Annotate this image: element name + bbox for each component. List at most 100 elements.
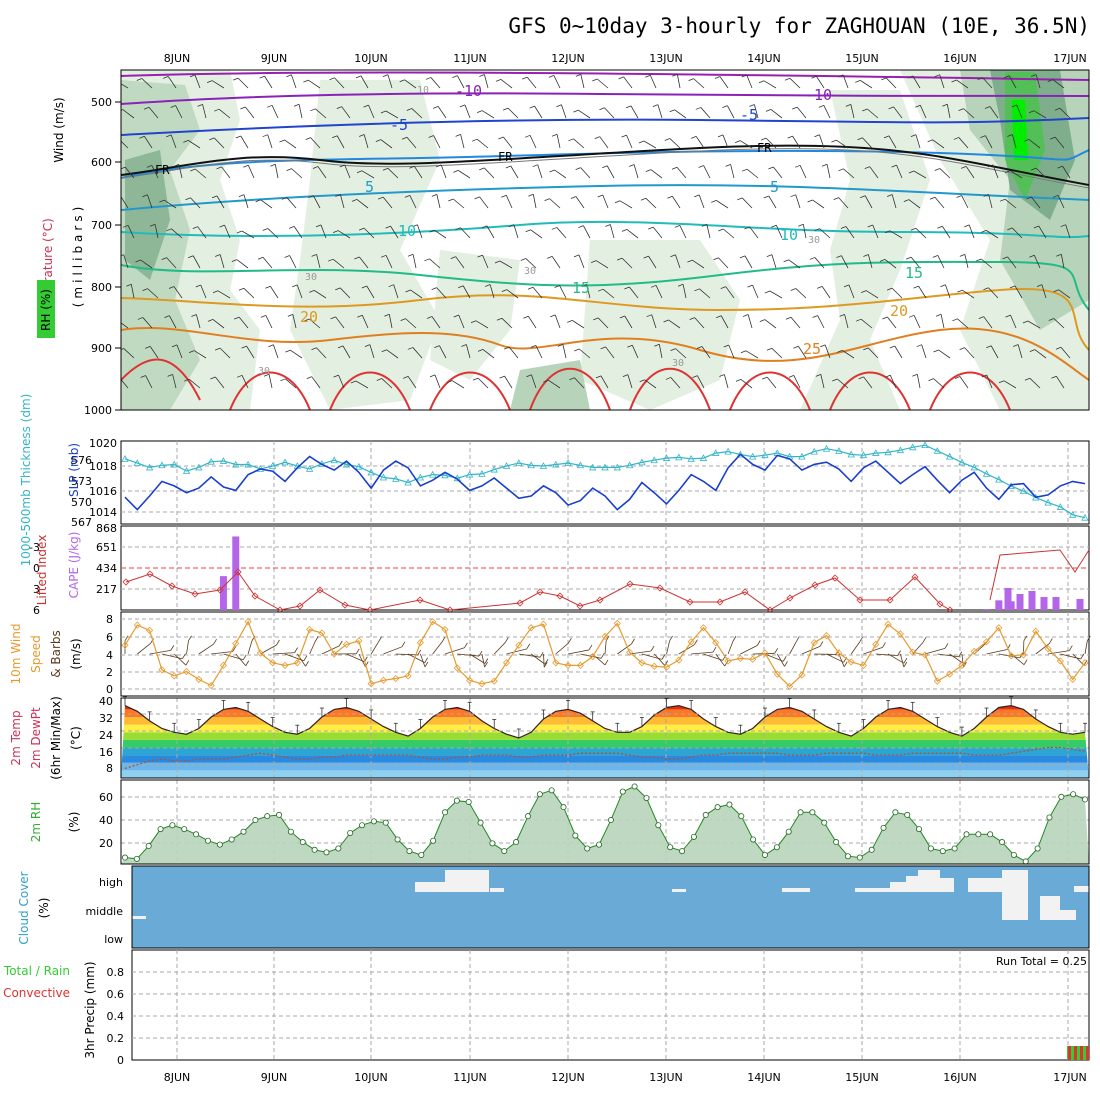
contour-label: 5 xyxy=(770,178,779,196)
wind-barb xyxy=(669,138,681,149)
wind-barb xyxy=(916,374,921,389)
wind-barb-flag xyxy=(1053,289,1059,293)
wind-barb-flag xyxy=(495,79,502,82)
wind-barb xyxy=(381,378,393,389)
wind-barb-flag xyxy=(257,256,264,260)
cape-tick: 651 xyxy=(96,541,117,554)
surface-wind-barb-flag xyxy=(756,640,761,646)
wind-barb-flag xyxy=(695,107,701,110)
wind-barb-flag xyxy=(502,107,509,111)
thickness-tick: 570 xyxy=(71,496,92,509)
wind-barb-flag xyxy=(912,373,918,377)
ylabel-cloud-units: (%) xyxy=(37,898,51,919)
wind-barb xyxy=(1041,284,1047,299)
wind-barb xyxy=(837,378,849,389)
wind-barb-flag xyxy=(818,105,825,108)
wind-speed-marker xyxy=(847,658,855,666)
wind-barb xyxy=(123,348,135,359)
wind-barb-flag xyxy=(694,194,700,198)
precip-bar-convective xyxy=(1086,1046,1089,1060)
wind-barb xyxy=(274,164,279,179)
wind-barb-flag xyxy=(720,286,726,290)
wind-barb-flag xyxy=(677,283,684,287)
wind-barb xyxy=(575,196,585,209)
surface-wind-barb-flag xyxy=(417,649,422,656)
wind-barb xyxy=(963,108,975,119)
wind-barb-flag xyxy=(1005,314,1011,318)
wind-barb xyxy=(218,108,231,119)
rh-marker xyxy=(489,840,496,847)
date-label-top: 16JUN xyxy=(943,52,977,65)
wind-barb-flag xyxy=(812,315,818,318)
surface-wind-barb-flag xyxy=(464,642,468,649)
wind-barb xyxy=(845,226,855,239)
wind-barb xyxy=(151,165,159,179)
rh-marker xyxy=(276,811,283,818)
wind-barb xyxy=(986,230,999,239)
wind-barb-flag xyxy=(1056,253,1062,257)
wind-barb-flag xyxy=(735,379,742,382)
rh-marker xyxy=(536,791,543,798)
surface-wind-barb-flag xyxy=(1023,659,1028,665)
wind-barb-flag xyxy=(501,194,507,198)
wind-barb-flag xyxy=(833,197,839,200)
wind-barb-flag xyxy=(814,134,820,138)
wind-barb-flag xyxy=(701,223,707,227)
wind-barb-flag xyxy=(855,80,861,83)
wind-barb xyxy=(221,166,231,179)
wind-barb xyxy=(313,195,321,209)
wind-barb-flag xyxy=(335,287,341,291)
rh-marker xyxy=(880,824,887,831)
date-label-top: 15JUN xyxy=(845,52,879,65)
wind-barb xyxy=(940,314,945,329)
wind-barb xyxy=(896,164,903,179)
wind-barb xyxy=(799,165,807,179)
thickness-marker xyxy=(158,461,166,469)
wind-barb-flag xyxy=(891,164,897,168)
wind-barb xyxy=(752,284,759,299)
slp-thickness-panel: 576 573 570 567 1020 1018 1016 1014 1000-500mb … xyxy=(19,394,1090,566)
wind-barb-flag xyxy=(287,313,293,317)
contour-label: 10 xyxy=(398,222,416,240)
surface-wind-barb-flag xyxy=(1080,653,1085,660)
wind-barb xyxy=(740,379,753,389)
wind-barb-flag xyxy=(575,73,581,77)
wind-barb xyxy=(651,314,657,329)
pressure-tick-label: 1000 xyxy=(84,404,112,417)
wind-speed-marker xyxy=(306,625,314,634)
wind-speed-marker xyxy=(1081,659,1089,667)
wind-barb-flag xyxy=(768,166,774,170)
rh-marker xyxy=(785,828,792,835)
wind-barb-flag xyxy=(286,74,292,78)
wind-barb xyxy=(363,134,369,149)
wind-barb xyxy=(285,378,297,389)
rh-marker xyxy=(927,845,934,852)
wind-barb xyxy=(682,284,687,299)
surface-wind-barb-flag xyxy=(1048,638,1053,644)
rh-marker xyxy=(916,826,923,833)
wind-barb xyxy=(385,255,393,269)
wind-barb xyxy=(172,374,177,389)
surface-wind-barb xyxy=(1035,643,1050,655)
wind-barb xyxy=(122,109,135,119)
wind-barb-flag xyxy=(621,134,627,138)
wind-barb xyxy=(595,260,609,269)
wind-barb xyxy=(789,77,801,89)
wind-barb-flag xyxy=(600,346,606,350)
wind-barb xyxy=(989,106,999,119)
wind-barb xyxy=(578,254,585,269)
ylabel-wind: Wind (m/s) xyxy=(52,97,66,162)
temp-contour-minus10 xyxy=(121,92,1089,105)
surface-wind-barbs xyxy=(124,635,1091,668)
wind-barb xyxy=(697,375,705,389)
thickness-marker xyxy=(761,451,769,459)
wind-barb-flag xyxy=(504,346,510,350)
wind-barb xyxy=(749,226,759,239)
wind-barb xyxy=(556,227,567,239)
wind-barb-flag xyxy=(243,164,249,168)
contour-label: FR xyxy=(155,163,170,177)
wind-barb-flag xyxy=(311,254,317,257)
wind-barb-flag xyxy=(713,257,719,261)
wind-barb xyxy=(730,164,735,179)
wind-barb xyxy=(798,346,807,359)
